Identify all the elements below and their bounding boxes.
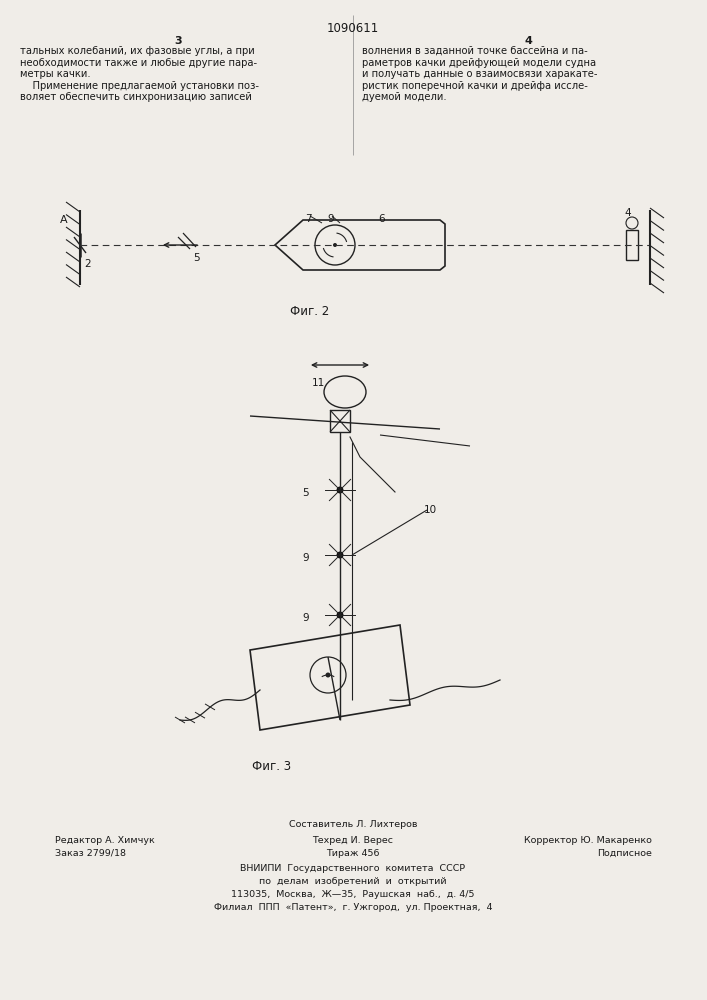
Text: 6: 6 [378,214,385,224]
Text: 11: 11 [312,378,325,388]
Text: Филиал  ППП  «Патент»,  г. Ужгород,  ул. Проектная,  4: Филиал ППП «Патент», г. Ужгород, ул. Про… [214,903,492,912]
Text: 4: 4 [625,208,631,218]
Text: 2: 2 [84,259,90,269]
Text: Заказ 2799/18: Заказ 2799/18 [55,849,126,858]
Circle shape [337,487,344,493]
Bar [330,410,350,432]
Text: волнения в заданной точке бассейна и па-
раметров качки дрейфующей модели судна
: волнения в заданной точке бассейна и па-… [362,46,597,102]
Text: 4: 4 [524,36,532,46]
Bar [626,230,638,260]
Circle shape [337,611,344,618]
Text: тальных колебаний, их фазовые углы, а при
необходимости также и любые другие пар: тальных колебаний, их фазовые углы, а пр… [20,46,259,102]
Text: ВНИИПИ  Государственного  комитета  СССР: ВНИИПИ Государственного комитета СССР [240,864,466,873]
Text: Составитель Л. Лихтеров: Составитель Л. Лихтеров [288,820,417,829]
Text: Редактор А. Химчук: Редактор А. Химчук [55,836,155,845]
Text: 1090611: 1090611 [327,22,379,35]
Text: 5: 5 [193,253,199,263]
Text: 113035,  Москва,  Ж—35,  Раушская  наб.,  д. 4/5: 113035, Москва, Ж—35, Раушская наб., д. … [231,890,474,899]
Text: Корректор Ю. Макаренко: Корректор Ю. Макаренко [524,836,652,845]
Text: 9: 9 [302,553,309,563]
Text: 10: 10 [424,505,437,515]
Text: Техред И. Верес: Техред И. Верес [312,836,394,845]
Circle shape [333,243,337,247]
Text: 5: 5 [302,488,309,498]
Text: Подписное: Подписное [597,849,652,858]
Text: Фиг. 2: Фиг. 2 [291,305,329,318]
Text: A: A [60,215,68,225]
Text: 7: 7 [305,214,312,224]
Circle shape [337,552,344,558]
Circle shape [325,672,330,678]
Text: Фиг. 3: Фиг. 3 [252,760,291,773]
Text: 9: 9 [302,613,309,623]
Text: по  делам  изобретений  и  открытий: по делам изобретений и открытий [259,877,447,886]
Text: 9: 9 [327,214,334,224]
Text: Тираж 456: Тираж 456 [326,849,380,858]
Text: 3: 3 [174,36,182,46]
